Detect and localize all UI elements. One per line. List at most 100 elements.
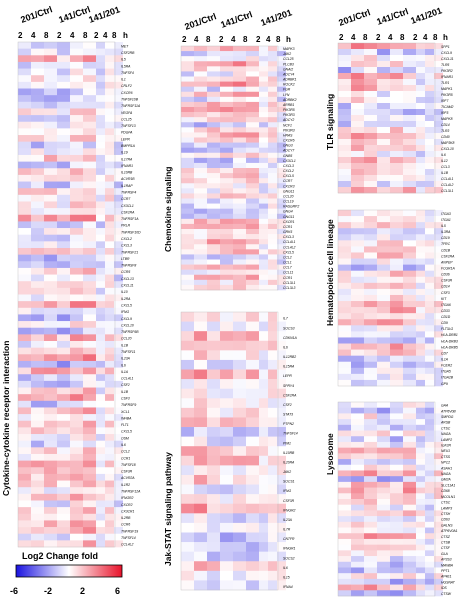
heatmap-cell	[70, 387, 83, 395]
heatmap-cell	[181, 229, 194, 235]
heatmap-cell	[403, 145, 416, 152]
heatmap-cell	[70, 321, 83, 329]
heatmap-cell	[246, 427, 259, 437]
gene-label: LAMP2	[441, 438, 452, 442]
heatmap-cell	[83, 307, 96, 315]
heatmap-cell	[364, 270, 377, 278]
heatmap-cell	[425, 85, 434, 92]
heatmap-cell	[181, 122, 194, 128]
heatmap-cell	[351, 527, 364, 534]
heatmap-cell	[83, 341, 96, 348]
heatmap-cell	[114, 194, 123, 202]
heatmap-cell	[268, 198, 277, 204]
heatmap-cell	[181, 51, 194, 57]
heatmap-cell	[338, 544, 351, 551]
heatmap-cell	[96, 341, 105, 348]
heatmap-cell	[416, 313, 425, 320]
heatmap-cell	[105, 208, 114, 216]
heatmap-cell	[194, 137, 207, 143]
heatmap-cell	[246, 117, 259, 123]
heatmap-cell	[351, 430, 364, 437]
heatmap-cell	[390, 313, 403, 320]
heatmap-cell	[105, 148, 114, 156]
heatmap-cell	[44, 460, 57, 468]
heatmap-cell	[364, 373, 377, 381]
heatmap-cell	[268, 168, 277, 174]
heatmap-cell	[114, 214, 123, 222]
heatmap-cell	[268, 580, 277, 591]
heatmap-cell	[277, 484, 286, 495]
heatmap-cell	[220, 76, 233, 82]
heatmap-cell	[207, 264, 220, 270]
heatmap-cell	[96, 68, 105, 76]
heatmap-cell	[96, 380, 105, 388]
heatmap-cell	[83, 354, 96, 362]
heatmap-cell	[96, 261, 105, 269]
heatmap-cell	[403, 476, 416, 483]
heatmap-cell	[277, 369, 286, 380]
heatmap-cell	[416, 169, 425, 176]
heatmap-cell	[364, 464, 377, 471]
cytokine-pathway-title: Cytokine-cytokine receptor interaction	[1, 341, 11, 496]
heatmap-cell	[364, 234, 377, 241]
heatmap-cell	[105, 527, 114, 535]
heatmap-cell	[57, 68, 70, 76]
heatmap-cell	[338, 175, 351, 182]
heatmap-cell	[18, 507, 31, 515]
heatmap-cell	[277, 183, 286, 189]
heatmap-cell	[44, 507, 57, 515]
heatmap-cell	[233, 254, 246, 260]
heatmap-cell	[351, 288, 364, 296]
heatmap-cell	[57, 81, 70, 89]
heatmap-cell	[114, 427, 123, 435]
heatmap-cell	[277, 71, 286, 77]
heatmap-cell	[416, 349, 425, 356]
heatmap-cell	[246, 51, 259, 57]
heatmap-cell	[220, 542, 233, 552]
heatmap-cell	[259, 494, 268, 505]
heatmap-cell	[277, 513, 286, 524]
heatmap-cell	[246, 168, 259, 174]
heatmap-cell	[70, 434, 83, 441]
heatmap-cell	[220, 259, 233, 265]
heatmap-cell	[207, 173, 220, 179]
heatmap-cell	[233, 188, 246, 194]
heatmap-cell	[96, 61, 105, 69]
heatmap-cell	[44, 480, 57, 488]
heatmap-cell	[194, 417, 207, 428]
gene-label: CD9	[441, 321, 448, 325]
heatmap-cell	[338, 499, 351, 506]
heatmap-cell	[207, 331, 220, 342]
heatmap-cell	[105, 254, 114, 262]
heatmap-cell	[233, 417, 246, 428]
heatmap-cell	[18, 95, 31, 103]
gene-label: ADCY7	[282, 149, 294, 153]
heatmap-cell	[416, 544, 425, 551]
heatmap-cell	[31, 447, 44, 455]
heatmap-cell	[377, 157, 390, 164]
heatmap-cell	[403, 464, 416, 471]
heatmap-cell	[83, 533, 96, 541]
heatmap-cell	[259, 234, 268, 240]
heatmap-cell	[18, 374, 31, 382]
heatmap-cell	[181, 561, 194, 572]
heatmap-cell	[425, 319, 434, 326]
heatmap-cell	[416, 464, 425, 471]
heatmap-cell	[96, 154, 105, 162]
heatmap-cell	[364, 533, 377, 540]
heatmap-cell	[416, 453, 425, 460]
gene-label: CXCL13	[121, 277, 134, 281]
heatmap-cell	[57, 181, 70, 189]
heatmap-cell	[416, 115, 425, 122]
gene-label: TNFRSF9	[121, 403, 136, 407]
heatmap-cell	[18, 274, 31, 282]
heatmap-cell	[207, 51, 220, 57]
heatmap-cell	[181, 369, 194, 380]
heatmap-cell	[70, 407, 83, 415]
heatmap-cell	[351, 550, 364, 557]
heatmap-cell	[207, 484, 220, 495]
heatmap-cell	[338, 459, 351, 466]
heatmap-cell	[338, 43, 351, 50]
heatmap-cell	[70, 447, 83, 455]
